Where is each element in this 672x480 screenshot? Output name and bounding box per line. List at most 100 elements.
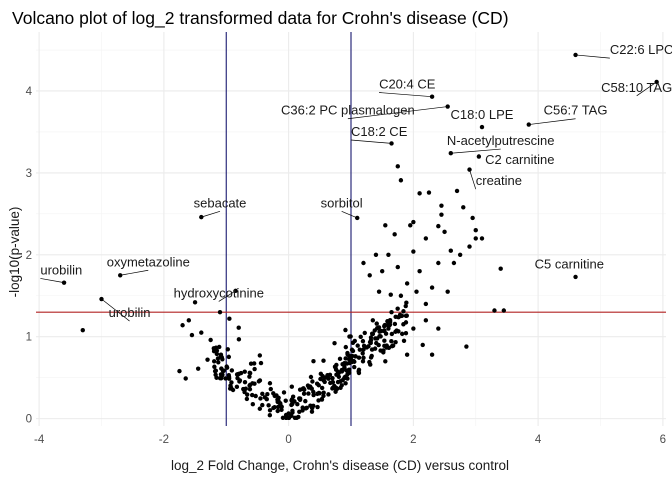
point-label: creatine <box>476 173 522 188</box>
data-point <box>292 399 297 404</box>
data-point <box>258 360 264 366</box>
data-point <box>423 236 429 241</box>
data-point <box>332 383 337 389</box>
data-point <box>247 370 252 376</box>
data-point <box>377 329 382 334</box>
data-point <box>252 366 257 372</box>
data-point <box>479 236 485 241</box>
data-point <box>249 392 255 398</box>
data-point <box>376 289 382 294</box>
data-point <box>275 399 280 405</box>
data-point <box>411 249 416 254</box>
data-point <box>314 381 320 386</box>
data-point <box>393 339 398 345</box>
data-point <box>183 376 188 381</box>
data-point <box>355 343 360 348</box>
data-point <box>429 94 435 99</box>
data-point <box>229 368 235 373</box>
data-point <box>217 309 223 315</box>
data-point <box>451 260 457 266</box>
data-point <box>289 402 294 408</box>
data-point <box>267 408 273 413</box>
data-point <box>195 366 201 371</box>
data-point <box>423 318 429 323</box>
data-point <box>335 379 341 385</box>
data-point <box>439 203 444 208</box>
data-point <box>260 402 265 408</box>
data-point <box>404 300 409 305</box>
data-point <box>230 387 236 393</box>
point-label: sorbitol <box>321 195 363 210</box>
data-point <box>374 321 379 326</box>
data-point <box>467 167 472 172</box>
data-point <box>279 407 284 413</box>
data-point <box>383 359 388 364</box>
data-point <box>271 405 276 411</box>
data-point <box>266 403 271 408</box>
data-point <box>526 122 531 127</box>
data-point <box>225 347 231 352</box>
data-point <box>347 360 352 366</box>
data-point <box>326 392 331 397</box>
x-tick-label: -4 <box>34 434 45 446</box>
data-point <box>340 367 345 373</box>
data-point <box>268 386 273 392</box>
data-point <box>352 364 357 370</box>
data-point <box>368 355 374 360</box>
data-point <box>368 340 373 346</box>
data-point <box>330 375 335 381</box>
data-point <box>236 337 242 342</box>
data-point <box>296 414 301 420</box>
point-label: C18:0 LPE <box>451 107 514 122</box>
data-point <box>308 374 314 380</box>
data-point <box>360 359 366 364</box>
data-point <box>242 369 247 374</box>
data-point <box>199 330 204 335</box>
data-point <box>211 359 217 364</box>
y-tick-label: 4 <box>26 86 33 98</box>
data-point <box>411 326 416 331</box>
data-point <box>372 328 377 333</box>
data-point <box>297 396 303 401</box>
data-point <box>326 376 331 381</box>
data-point <box>573 274 578 280</box>
y-tick-label: 1 <box>26 332 32 344</box>
data-point <box>217 344 222 350</box>
data-point <box>356 355 362 360</box>
label-leader <box>40 278 65 283</box>
data-point <box>265 391 270 397</box>
data-point <box>234 384 240 390</box>
data-point <box>318 371 324 377</box>
data-point <box>461 205 466 210</box>
data-point <box>224 365 230 370</box>
point-label: C56:7 TAG <box>544 103 608 118</box>
data-point <box>470 215 475 221</box>
data-point <box>343 344 349 350</box>
data-point <box>250 402 256 407</box>
label-leader <box>341 210 358 219</box>
label-leader <box>101 298 130 322</box>
data-point <box>306 385 312 390</box>
data-point <box>290 394 296 399</box>
data-point <box>260 391 265 397</box>
data-point <box>367 273 372 278</box>
point-label: urobilin <box>109 305 151 320</box>
x-tick-label: 4 <box>535 434 542 446</box>
data-point <box>219 366 224 371</box>
data-point <box>257 406 263 411</box>
data-point <box>411 219 416 225</box>
data-point <box>476 154 482 159</box>
data-point <box>315 404 320 410</box>
data-point <box>215 356 221 361</box>
data-point <box>212 364 217 369</box>
data-point <box>360 338 366 344</box>
data-point <box>383 331 389 336</box>
label-leader <box>528 118 576 125</box>
data-point <box>417 191 422 196</box>
data-point <box>332 340 337 346</box>
data-point <box>227 316 232 321</box>
data-point <box>353 354 358 359</box>
data-point <box>319 396 325 402</box>
data-point <box>306 391 311 396</box>
data-point <box>340 362 345 367</box>
